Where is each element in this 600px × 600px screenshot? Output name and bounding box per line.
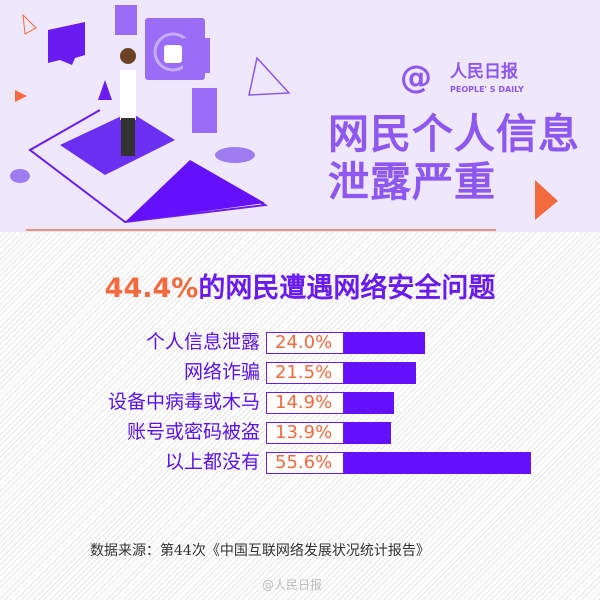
category-label: 个人信息泄露 bbox=[145, 331, 260, 353]
chat-icon bbox=[48, 22, 85, 65]
security-illustration bbox=[10, 5, 269, 224]
bar-row: 设备中病毒或木马 14.9% bbox=[0, 391, 600, 414]
value-label: 55.6% bbox=[266, 452, 344, 474]
value-label: 24.0% bbox=[266, 332, 344, 354]
value-label: 21.5% bbox=[266, 362, 344, 384]
chart-title: 44.4%的网民遭遇网络安全问题 bbox=[104, 273, 496, 304]
value-label: 13.9% bbox=[266, 422, 344, 444]
lock-icon bbox=[164, 45, 182, 63]
divider bbox=[26, 229, 496, 231]
bar bbox=[344, 422, 391, 444]
bar bbox=[344, 452, 531, 474]
bar-row: 个人信息泄露 24.0% bbox=[0, 331, 600, 354]
bar bbox=[344, 332, 425, 354]
bar-row: 账号或密码被盗 13.9% bbox=[0, 421, 600, 444]
bar-row: 网络诈骗 21.5% bbox=[0, 361, 600, 384]
bar bbox=[344, 392, 395, 414]
watermark: @人民日报 bbox=[262, 578, 323, 592]
value-label: 14.9% bbox=[266, 392, 344, 414]
bar-row: 以上都没有 55.6% bbox=[0, 451, 600, 474]
page-title: 网民个人信息 泄露严重 bbox=[328, 110, 580, 206]
category-label: 网络诈骗 bbox=[183, 361, 260, 383]
category-label: 设备中病毒或木马 bbox=[107, 391, 260, 413]
category-label: 账号或密码被盗 bbox=[126, 421, 260, 443]
bar bbox=[344, 362, 417, 384]
source-note: 数据来源：第44次《中国互联网络发展状况统计报告》 bbox=[90, 543, 430, 559]
category-label: 以上都没有 bbox=[164, 451, 260, 473]
platform bbox=[60, 112, 175, 175]
triangle-decoration bbox=[535, 180, 558, 220]
triangle-decoration bbox=[248, 56, 291, 96]
hero-banner: @ 人民日报 PEOPLE' S DAILY 网民个人信息 泄露严重 bbox=[0, 0, 600, 232]
